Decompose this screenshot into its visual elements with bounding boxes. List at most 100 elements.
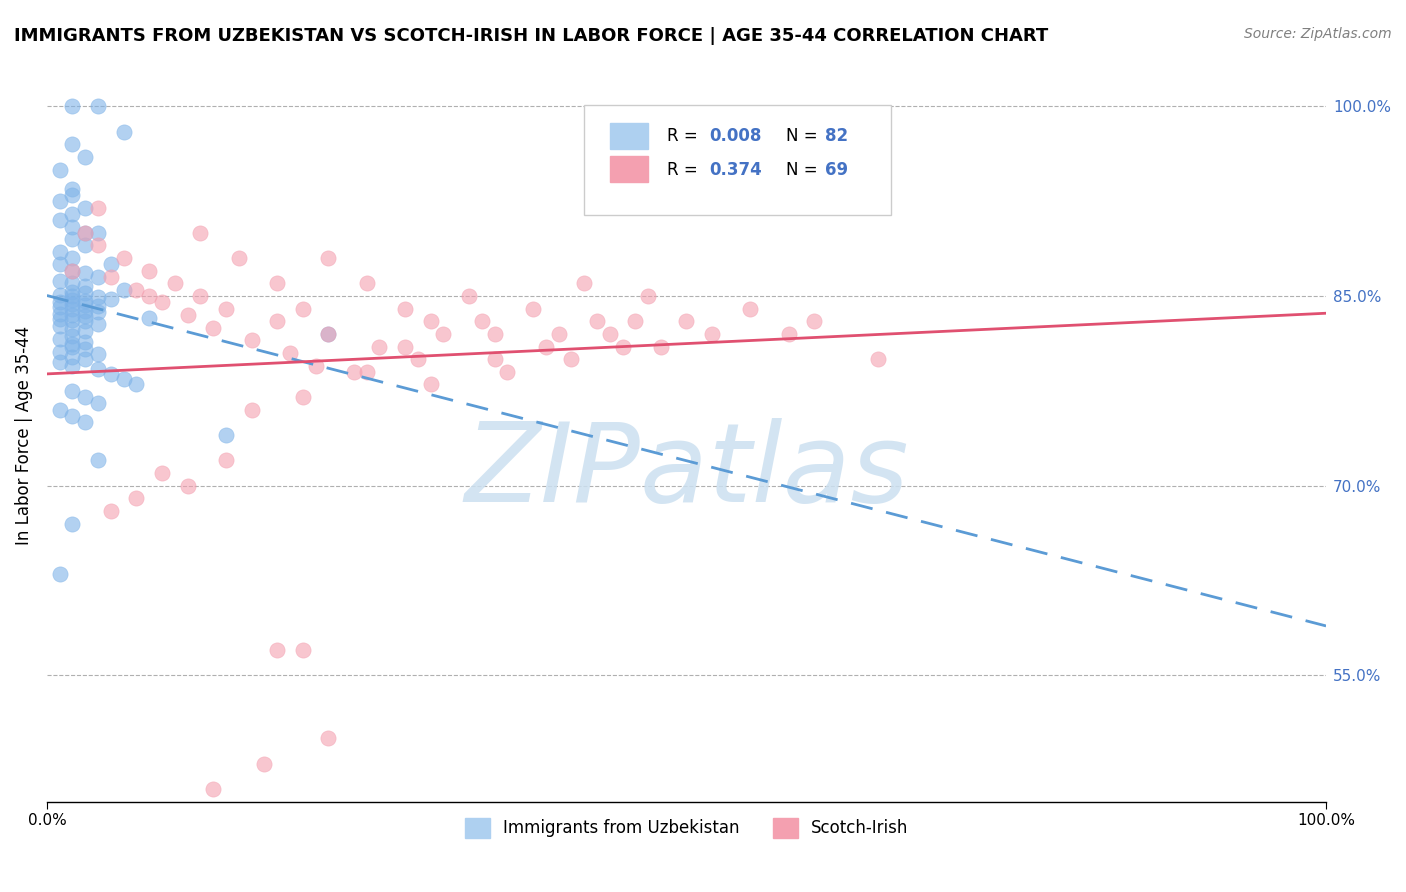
Point xyxy=(75,226,97,240)
Point xyxy=(75,416,97,430)
Point xyxy=(62,219,84,234)
Point xyxy=(87,238,110,252)
Point xyxy=(868,352,890,367)
Point xyxy=(48,307,70,321)
Point xyxy=(100,292,122,306)
Point xyxy=(803,314,825,328)
Point xyxy=(778,326,800,341)
Point xyxy=(62,232,84,246)
Point xyxy=(48,301,70,315)
Point xyxy=(176,308,198,322)
Point xyxy=(700,326,723,341)
Text: IMMIGRANTS FROM UZBEKISTAN VS SCOTCH-IRISH IN LABOR FORCE | AGE 35-44 CORRELATIO: IMMIGRANTS FROM UZBEKISTAN VS SCOTCH-IRI… xyxy=(14,27,1049,45)
Point xyxy=(48,213,70,227)
Point xyxy=(356,365,378,379)
Point xyxy=(87,299,110,313)
Point xyxy=(75,304,97,318)
Point xyxy=(253,756,276,771)
Text: ZIPatlas: ZIPatlas xyxy=(464,418,908,525)
Point xyxy=(62,251,84,265)
Point xyxy=(100,368,122,382)
Point xyxy=(75,266,97,280)
Point xyxy=(534,340,557,354)
Point xyxy=(100,257,122,271)
Point xyxy=(48,244,70,259)
Bar xyxy=(610,123,648,149)
Point xyxy=(318,251,340,265)
Point xyxy=(87,290,110,304)
Y-axis label: In Labor Force | Age 35-44: In Labor Force | Age 35-44 xyxy=(15,326,32,545)
Point xyxy=(138,289,160,303)
Point xyxy=(650,340,672,354)
Point xyxy=(87,99,110,113)
Point xyxy=(586,314,609,328)
Point xyxy=(304,359,326,373)
Point xyxy=(266,314,288,328)
Point xyxy=(48,567,70,582)
Point xyxy=(100,270,122,285)
Point xyxy=(343,365,366,379)
Point xyxy=(62,322,84,336)
Point xyxy=(228,251,250,265)
Point xyxy=(62,99,84,113)
Point xyxy=(150,295,173,310)
Point xyxy=(484,352,506,367)
Text: 0.008: 0.008 xyxy=(710,127,762,145)
Point xyxy=(75,238,97,252)
Text: Source: ZipAtlas.com: Source: ZipAtlas.com xyxy=(1244,27,1392,41)
Point xyxy=(278,346,301,360)
Point xyxy=(62,350,84,364)
FancyBboxPatch shape xyxy=(583,105,891,215)
Point xyxy=(62,329,84,343)
Point xyxy=(62,293,84,307)
Point xyxy=(87,453,110,467)
Point xyxy=(62,337,84,351)
Point xyxy=(48,257,70,271)
Point xyxy=(87,226,110,240)
Point xyxy=(125,377,148,392)
Point xyxy=(62,264,84,278)
Point xyxy=(48,295,70,310)
Point xyxy=(190,226,212,240)
Point xyxy=(48,287,70,301)
Point xyxy=(318,326,340,341)
Point xyxy=(100,504,122,518)
Point xyxy=(484,326,506,341)
Point xyxy=(406,352,429,367)
Point xyxy=(48,402,70,417)
Point xyxy=(112,251,135,265)
Bar xyxy=(610,156,648,182)
Point xyxy=(48,332,70,346)
Point xyxy=(240,402,263,417)
Point xyxy=(458,289,481,303)
Point xyxy=(138,310,160,325)
Point xyxy=(62,296,84,310)
Point xyxy=(138,264,160,278)
Point xyxy=(150,466,173,480)
Point xyxy=(394,340,416,354)
Point xyxy=(560,352,582,367)
Point xyxy=(62,289,84,303)
Point xyxy=(291,390,314,404)
Point xyxy=(112,283,135,297)
Point xyxy=(62,340,84,354)
Point xyxy=(75,314,97,328)
Point xyxy=(522,301,544,316)
Point xyxy=(356,277,378,291)
Point xyxy=(62,359,84,373)
Point xyxy=(624,314,647,328)
Point xyxy=(75,325,97,339)
Point xyxy=(48,319,70,334)
Point xyxy=(75,286,97,301)
Point xyxy=(62,313,84,327)
Point xyxy=(48,162,70,177)
Point xyxy=(202,781,225,796)
Point xyxy=(75,298,97,312)
Point xyxy=(496,365,519,379)
Point xyxy=(75,390,97,404)
Text: 82: 82 xyxy=(825,127,848,145)
Point xyxy=(62,188,84,202)
Point xyxy=(62,308,84,322)
Legend: Immigrants from Uzbekistan, Scotch-Irish: Immigrants from Uzbekistan, Scotch-Irish xyxy=(458,811,915,845)
Point xyxy=(394,301,416,316)
